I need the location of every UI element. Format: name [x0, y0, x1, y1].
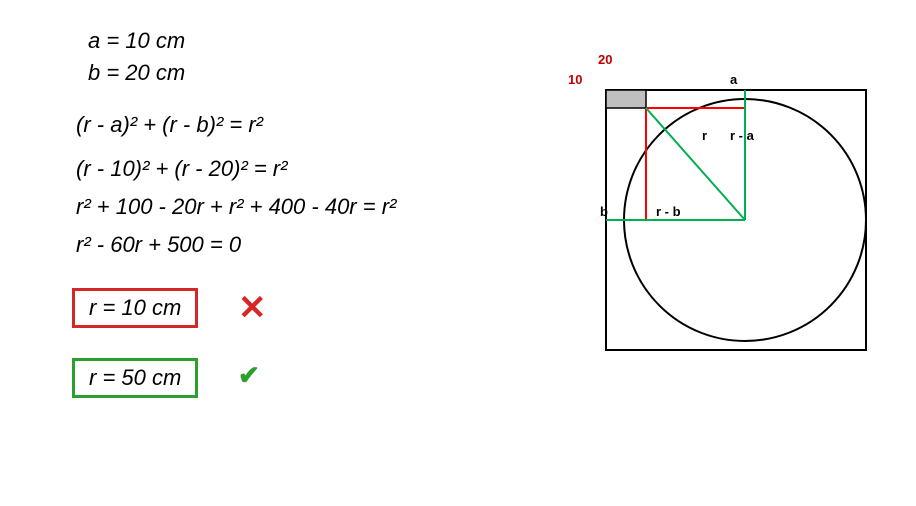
- answer-right-box: r = 50 cm: [72, 358, 198, 398]
- diagram-svg: [586, 70, 886, 370]
- label-r: r: [702, 128, 707, 143]
- cross-mark-icon: ✕: [238, 288, 267, 328]
- answer-wrong-text: r = 10 cm: [89, 295, 181, 320]
- equation-4: r² - 60r + 500 = 0: [76, 232, 241, 258]
- equation-3: r² + 100 - 20r + r² + 400 - 40r = r²: [76, 194, 396, 220]
- check-mark-icon: ✔: [238, 360, 260, 391]
- answer-wrong-box: r = 10 cm: [72, 288, 198, 328]
- given-b: b = 20 cm: [88, 60, 185, 86]
- answer-right-text: r = 50 cm: [89, 365, 181, 390]
- label-r-minus-a: r - a: [730, 128, 754, 143]
- dim-label-10: 10: [568, 72, 582, 87]
- label-a: a: [730, 72, 737, 87]
- geometry-diagram: 20 10 a r - a r b r - b: [586, 70, 846, 330]
- given-a: a = 10 cm: [88, 28, 185, 54]
- dim-label-20: 20: [598, 52, 612, 67]
- label-r-minus-b: r - b: [656, 204, 681, 219]
- equation-2: (r - 10)² + (r - 20)² = r²: [76, 156, 287, 182]
- label-b: b: [600, 204, 608, 219]
- corner-rect: [606, 90, 646, 108]
- equation-1: (r - a)² + (r - b)² = r²: [76, 112, 263, 138]
